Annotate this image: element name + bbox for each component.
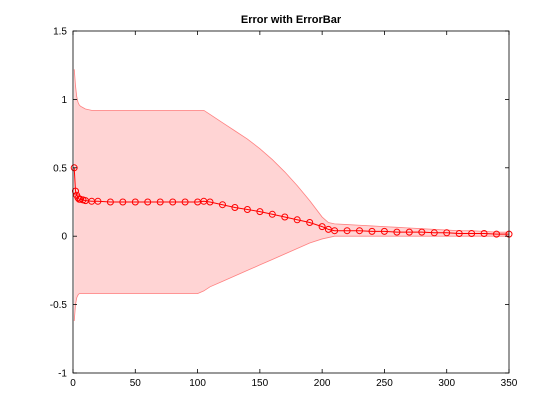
series-marker-group [70,164,513,238]
error-band-lower-edge [73,235,509,322]
data-point [480,230,488,237]
data-point [318,223,326,231]
x-axis: 0 50 100 150 200 250 300 350 [70,31,518,389]
data-point [368,227,376,235]
data-point [256,208,264,216]
data-point [443,229,451,237]
x-tick-label: 50 [130,378,142,389]
y-axis: -1 -0.5 0 0.5 1 1.5 [50,27,509,380]
data-point [268,210,276,218]
data-point [169,198,177,206]
y-tick-label: 0.5 [53,163,67,174]
y-tick-label: -0.5 [50,300,68,311]
x-tick-label: 150 [252,378,269,389]
data-point [94,197,102,205]
y-tick-label: 1 [61,95,67,106]
data-point [219,201,226,209]
series-line [73,167,509,235]
data-point [243,206,251,213]
data-point [293,216,301,224]
data-point [206,198,214,206]
plot-frame [72,30,510,374]
error-band-group [73,69,509,322]
data-point [144,198,152,206]
data-point [156,198,164,206]
y-tick-label: -1 [58,369,67,380]
x-tick-label: 250 [376,378,393,389]
error-band [74,69,509,321]
chart-title: Error with ErrorBar [241,14,342,26]
data-point [72,187,79,195]
data-point [405,228,413,236]
data-point [181,198,189,206]
x-tick-label: 0 [70,378,76,389]
data-point [493,230,500,238]
data-point [356,227,363,235]
data-point [468,230,476,237]
data-point [231,204,239,211]
data-point [430,229,438,237]
data-point [119,198,127,206]
data-point [281,213,289,221]
data-point [106,198,114,206]
y-tick-label: 1.5 [53,27,67,38]
x-tick-label: 100 [189,378,206,389]
data-point [380,227,388,235]
data-point [131,198,139,206]
x-tick-label: 200 [314,378,331,389]
x-tick-label: 350 [501,378,518,389]
data-point [306,219,314,226]
data-point [418,228,426,236]
data-point [455,230,463,237]
error-band-upper-edge [73,69,509,233]
data-point [343,227,351,235]
x-tick-label: 300 [438,378,455,389]
data-point [331,227,339,235]
y-tick-label: 0 [61,232,67,243]
series-line-group [73,167,509,235]
data-point [70,164,78,172]
data-point [393,228,401,236]
